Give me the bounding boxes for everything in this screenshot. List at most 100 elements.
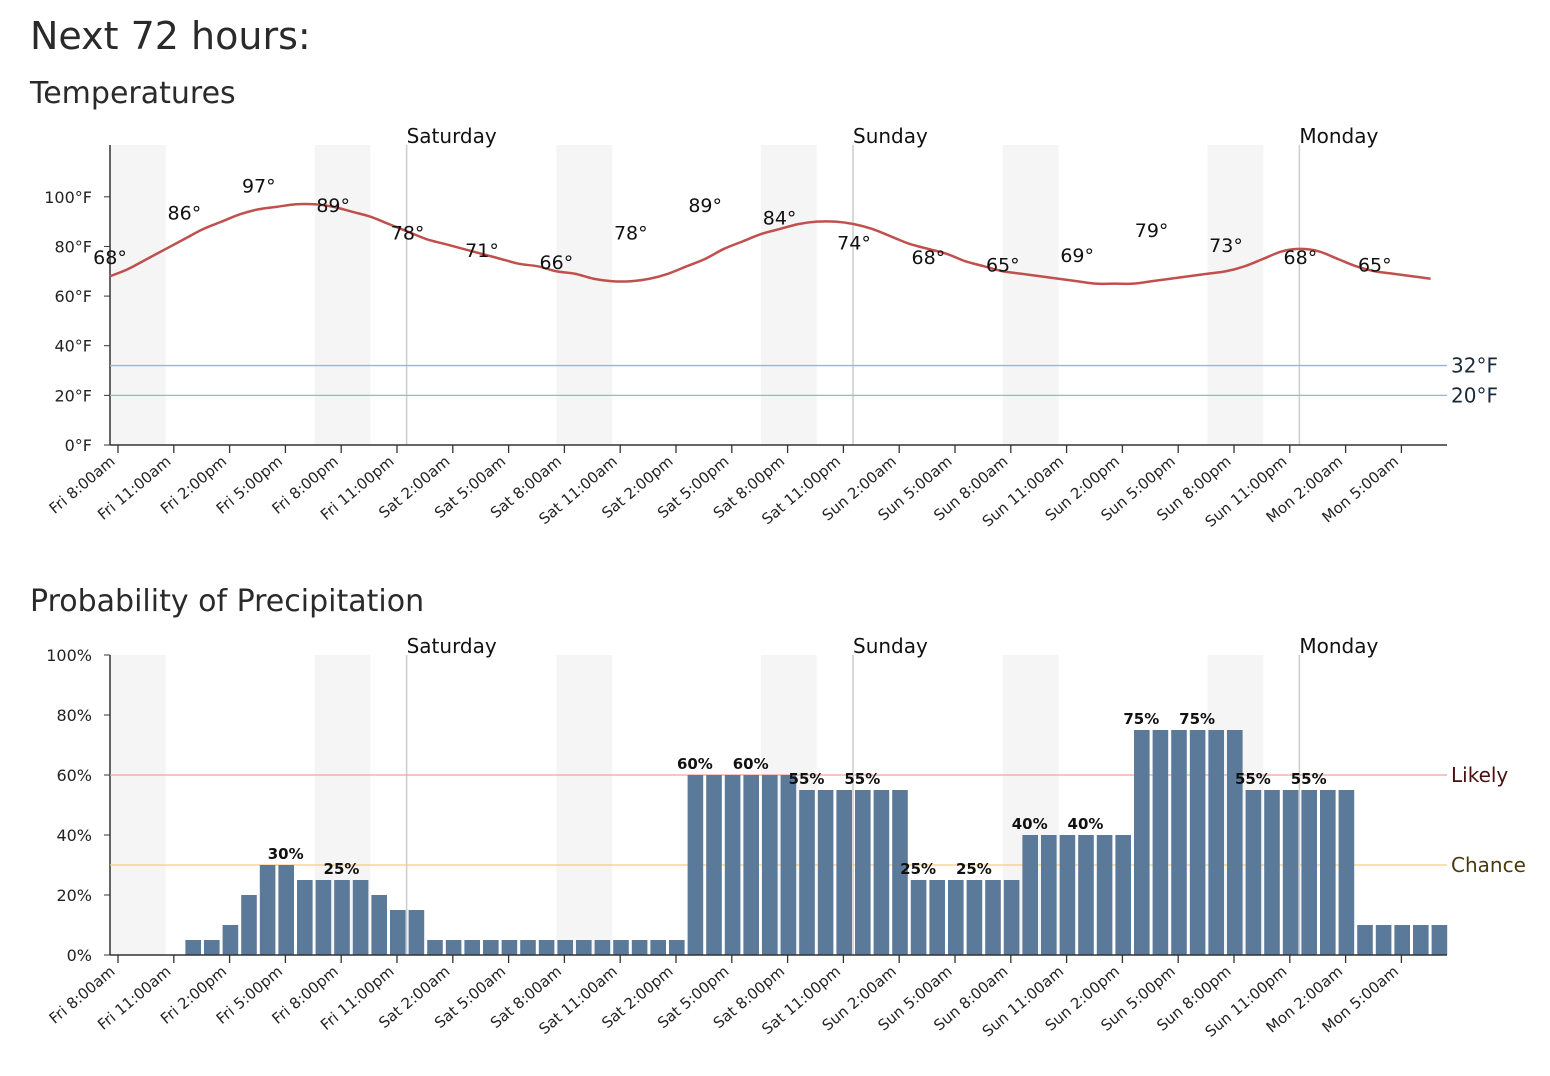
precipitation-label: 75% [1179,710,1215,728]
precipitation-bar [613,940,629,955]
precipitation-bar [724,775,741,955]
precipitation-bar [966,880,983,955]
temperature-label: 69° [1060,245,1094,267]
precipitation-bar [780,775,797,955]
precipitation-bar [352,880,369,955]
precipitation-bar [445,940,462,955]
temperature-label: 84° [763,208,797,230]
precipitation-bar [817,790,834,955]
precipitation-label: 30% [268,845,304,863]
precipitation-bar [483,940,499,955]
precipitation-bar [297,880,313,955]
temperature-label: 97° [242,175,276,197]
precipitation-bar [836,790,852,955]
precipitation-bar [1320,790,1336,955]
temperature-label: 89° [316,195,350,217]
night-band [556,145,613,445]
precipitation-bar [1134,730,1150,955]
reference-label: Likely [1451,763,1508,787]
precipitation-bar [594,940,611,955]
y-tick-label: 100°F [44,188,92,207]
night-band [1002,145,1059,445]
precipitation-bar [1301,790,1317,955]
temperature-label: 89° [688,195,722,217]
precipitation-bar [1152,730,1169,955]
precipitation-bar [185,940,201,955]
temperature-label: 68° [912,247,946,269]
night-band [110,655,166,955]
page-title: Next 72 hours: [30,14,311,58]
y-tick-label: 60°F [54,287,92,306]
precipitation-bar [1338,790,1355,955]
y-tick-label: 40°F [54,337,92,356]
precipitation-bar [1227,730,1243,955]
precipitation-bar [631,940,648,955]
precipitation-bar [1003,880,1020,955]
precipitation-label: 55% [1291,770,1327,788]
precipitation-bar [799,790,815,955]
precipitation-bar [1078,835,1094,955]
y-tick-label: 80% [56,706,92,725]
precipitation-bar [929,880,945,955]
precipitation-bar [1189,730,1206,955]
precipitation-bar [1394,925,1410,955]
precipitation-bars [185,730,1448,955]
precipitation-label: 25% [956,860,992,878]
night-bands [110,145,1264,445]
precipitation-bar [390,910,406,955]
temperature-label: 65° [986,255,1020,277]
precipitation-bar [222,925,239,955]
precipitation-bar [1171,730,1187,955]
precipitation-bar [408,910,425,955]
precipitation-label: 60% [677,755,713,773]
temperature-chart-title: Temperatures [30,76,236,111]
precipitation-label: 55% [789,770,825,788]
precipitation-label: 55% [844,770,880,788]
y-tick-label: 40% [56,826,92,845]
precipitation-bar [687,775,704,955]
night-band [110,145,166,445]
reference-label: 20°F [1451,383,1498,407]
day-label: Sunday [853,634,928,658]
precipitation-bar [1282,790,1299,955]
temperature-label: 78° [391,222,425,244]
day-label: Saturday [407,634,497,658]
precipitation-bar [371,895,387,955]
precipitation-bar [1115,835,1131,955]
precipitation-bar [1059,835,1076,955]
night-band [761,145,817,445]
y-tick-label: 20% [56,886,92,905]
precipitation-bar [855,790,871,955]
precipitation-bar [650,940,666,955]
precipitation-label: 25% [324,860,360,878]
precipitation-bar [743,775,759,955]
precipitation-chart-title: Probability of Precipitation [30,584,425,619]
precipitation-label: 55% [1235,770,1271,788]
precipitation-bar [1264,790,1280,955]
precipitation-bar [334,880,350,955]
night-band [314,145,371,445]
precipitation-chart: Saturday Sunday Monday 0% 20% 40% 60% 80% 100% Li… [46,634,1526,1041]
precipitation-bar [278,865,294,955]
y-tick-label: 60% [56,766,92,785]
temperature-label: 79° [1135,220,1169,242]
precipitation-bar [669,940,685,955]
y-tick-label: 80°F [54,237,92,256]
y-tick-label: 100% [46,646,92,665]
precipitation-bar [315,880,332,955]
precipitation-bar [557,940,573,955]
precipitation-bar [259,865,276,955]
y-tick-label: 0% [67,946,92,965]
reference-label: Chance [1451,853,1526,877]
day-label: Monday [1299,634,1378,658]
precipitation-label: 40% [1012,815,1048,833]
temperature-label: 78° [614,222,648,244]
precipitation-bar [1096,835,1113,955]
precipitation-bar [1357,925,1373,955]
day-label: Sunday [853,124,928,148]
precipitation-label: 60% [733,755,769,773]
precipitation-bar [985,880,1001,955]
precipitation-bar [873,790,890,955]
temperature-label: 73° [1209,235,1243,257]
day-label: Monday [1299,124,1378,148]
